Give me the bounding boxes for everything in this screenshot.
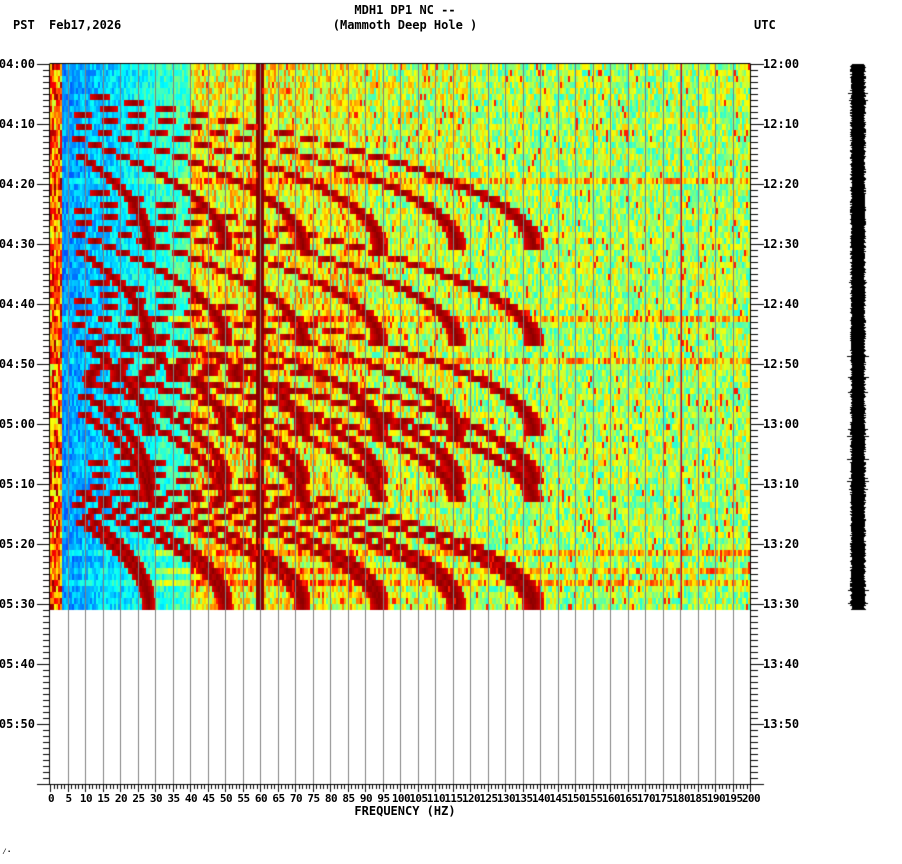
frequency-tick-label: 150: [566, 792, 586, 805]
frequency-tick-label: 170: [636, 792, 656, 805]
frequency-tick-label: 185: [689, 792, 708, 805]
time-tick-label-right: 13:10: [763, 477, 800, 491]
time-tick-label-left: 04:20: [0, 177, 35, 191]
frequency-tick-label: 145: [549, 792, 568, 805]
time-tick-label-left: 04:00: [0, 57, 35, 71]
date-label: Feb17,2026: [49, 18, 122, 32]
frequency-tick-label: 130: [496, 792, 516, 805]
frequency-tick-label: 80: [324, 792, 338, 805]
frequency-tick-label: 180: [671, 792, 691, 805]
frequency-tick-label: 55: [237, 792, 250, 805]
frequency-tick-label: 140: [531, 792, 551, 805]
time-tick-label-right: 12:40: [763, 297, 800, 311]
frequency-axis-title: FREQUENCY (HZ): [354, 804, 456, 818]
frequency-tick-label: 195: [724, 792, 743, 805]
time-tick-label-left: 05:10: [0, 477, 35, 491]
time-tick-label-right: 12:50: [763, 357, 800, 371]
frequency-tick-label: 20: [114, 792, 128, 805]
time-tick-label-right: 13:30: [763, 597, 800, 611]
time-tick-label-right: 12:00: [763, 57, 800, 71]
frequency-tick-label: 65: [272, 792, 285, 805]
time-tick-label-left: 04:30: [0, 237, 35, 251]
corner-mark: ⁄·: [2, 847, 12, 856]
time-tick-label-right: 12:10: [763, 117, 800, 131]
frequency-tick-label: 30: [149, 792, 163, 805]
frequency-tick-label: 165: [619, 792, 638, 805]
time-tick-label-left: 04:10: [0, 117, 35, 131]
frequency-tick-label: 100: [391, 792, 411, 805]
time-tick-label-left: 05:40: [0, 657, 35, 671]
frequency-tick-label: 40: [184, 792, 198, 805]
time-tick-label-left: 05:00: [0, 417, 35, 431]
time-tick-label-left: 04:50: [0, 357, 35, 371]
frequency-tick-label: 125: [479, 792, 498, 805]
time-tick-label-right: 12:30: [763, 237, 800, 251]
frequency-tick-label: 115: [444, 792, 463, 805]
frequency-tick-label: 105: [409, 792, 428, 805]
frequency-tick-label: 75: [307, 792, 320, 805]
frequency-tick-label: 50: [219, 792, 233, 805]
time-tick-label-right: 13:20: [763, 537, 800, 551]
frequency-tick-label: 155: [584, 792, 603, 805]
station-title: MDH1 DP1 NC --: [354, 3, 456, 17]
frequency-tick-label: 90: [359, 792, 373, 805]
right-timezone-label: UTC: [754, 18, 776, 32]
left-timezone-label: PST: [13, 18, 35, 32]
frequency-tick-label: 5: [65, 792, 72, 805]
frequency-tick-label: 15: [97, 792, 110, 805]
frequency-tick-label: 35: [167, 792, 180, 805]
time-tick-label-left: 05:20: [0, 537, 35, 551]
frequency-tick-label: 85: [342, 792, 355, 805]
frequency-tick-label: 135: [514, 792, 533, 805]
site-title: (Mammoth Deep Hole ): [332, 18, 478, 32]
time-tick-label-right: 13:00: [763, 417, 800, 431]
time-tick-label-right: 13:50: [763, 717, 800, 731]
frequency-tick-label: 160: [601, 792, 621, 805]
frequency-tick-label: 95: [377, 792, 390, 805]
time-tick-label-right: 12:20: [763, 177, 800, 191]
time-tick-label-left: 05:30: [0, 597, 35, 611]
frequency-tick-label: 110: [426, 792, 446, 805]
frequency-tick-label: 190: [706, 792, 726, 805]
frequency-tick-label: 70: [289, 792, 303, 805]
frequency-tick-label: 25: [132, 792, 145, 805]
frequency-tick-label: 60: [254, 792, 268, 805]
frequency-tick-label: 45: [202, 792, 215, 805]
time-tick-label-right: 13:40: [763, 657, 800, 671]
frequency-tick-label: 10: [79, 792, 93, 805]
frequency-tick-label: 120: [461, 792, 481, 805]
time-tick-label-left: 04:40: [0, 297, 35, 311]
frequency-tick-label: 175: [654, 792, 673, 805]
frequency-tick-label: 0: [47, 792, 55, 805]
time-tick-label-left: 05:50: [0, 717, 35, 731]
frequency-tick-label: 200: [741, 792, 761, 805]
